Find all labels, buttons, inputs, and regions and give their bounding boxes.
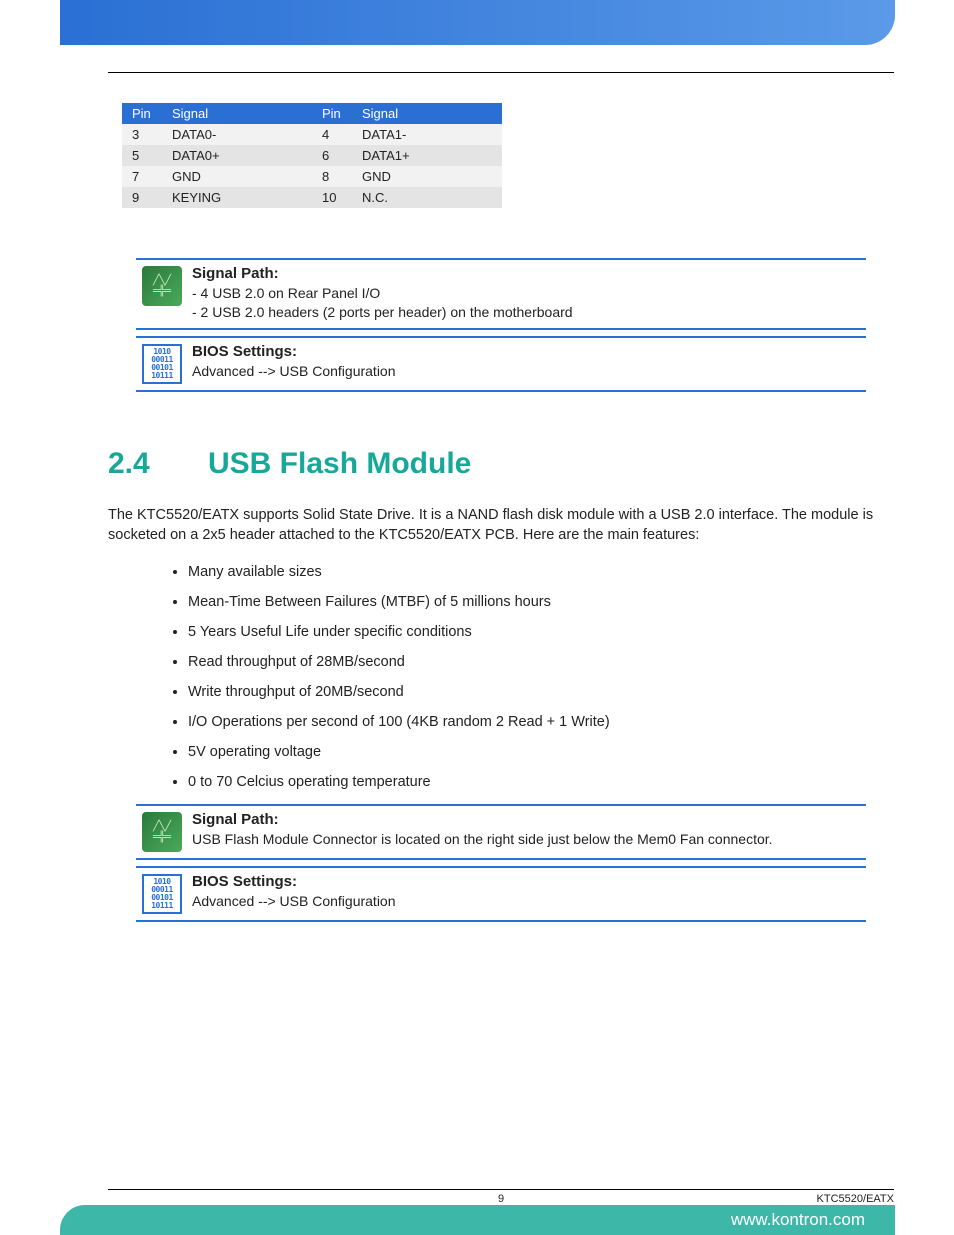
table-row: 5 DATA0+ 6 DATA1+ [122,145,502,166]
cell: DATA0+ [162,145,312,166]
info-blocks-2: ╱╲╱═╬═ Signal Path: USB Flash Module Con… [136,804,866,922]
footer-url: www.kontron.com [731,1210,865,1229]
bios-title: BIOS Settings: [192,872,866,892]
cell: 7 [122,166,162,187]
footer-doc-id: KTC5520/EATX [817,1193,894,1205]
signal-path-block: ╱╲╱═╬═ Signal Path: - 4 USB 2.0 on Rear … [136,258,866,330]
cell: 8 [312,166,352,187]
cell: DATA1+ [352,145,502,166]
cell: GND [352,166,502,187]
cell: DATA0- [162,124,312,145]
cell: DATA1- [352,124,502,145]
circuit-icon: ╱╲╱═╬═ [142,812,182,852]
cell: 4 [312,124,352,145]
cell: 9 [122,187,162,208]
list-item: Read throughput of 28MB/second [188,654,894,670]
list-item: Many available sizes [188,564,894,580]
feature-list: Many available sizes Mean-Time Between F… [108,564,894,790]
bios-line: Advanced --> USB Configuration [192,362,866,381]
th-pin-a: Pin [122,103,162,124]
bios-text: BIOS Settings: Advanced --> USB Configur… [192,342,866,381]
bios-icon: 1010000110010110111 [142,344,182,384]
section-intro: The KTC5520/EATX supports Solid State Dr… [108,505,894,546]
section-number: 2.4 [108,447,208,481]
list-item: 5V operating voltage [188,744,894,760]
list-item: Write throughput of 20MB/second [188,684,894,700]
cell: N.C. [352,187,502,208]
signal-path-title: Signal Path: [192,810,866,830]
top-banner [60,0,895,45]
th-signal-a: Signal [162,103,312,124]
signal-path-title: Signal Path: [192,264,866,284]
bottom-banner: www.kontron.com [60,1205,895,1235]
cell: 5 [122,145,162,166]
cell: KEYING [162,187,312,208]
signal-path-text: Signal Path: - 4 USB 2.0 on Rear Panel I… [192,264,866,322]
signal-path-line: - 2 USB 2.0 headers (2 ports per header)… [192,303,866,322]
page-content: Pin Signal Pin Signal 3 DATA0- 4 DATA1- … [108,72,894,922]
table-row: 9 KEYING 10 N.C. [122,187,502,208]
bios-title: BIOS Settings: [192,342,866,362]
footer-line: 9 KTC5520/EATX [108,1189,894,1205]
bios-icon: 1010000110010110111 [142,874,182,914]
bios-settings-block: 1010000110010110111 BIOS Settings: Advan… [136,336,866,392]
cell: GND [162,166,312,187]
th-pin-b: Pin [312,103,352,124]
signal-path-text: Signal Path: USB Flash Module Connector … [192,810,866,849]
th-signal-b: Signal [352,103,502,124]
table-row: 3 DATA0- 4 DATA1- [122,124,502,145]
list-item: I/O Operations per second of 100 (4KB ra… [188,714,894,730]
bios-settings-block: 1010000110010110111 BIOS Settings: Advan… [136,866,866,922]
list-item: 5 Years Useful Life under specific condi… [188,624,894,640]
bios-line: Advanced --> USB Configuration [192,892,866,911]
section-heading: 2.4USB Flash Module [108,447,894,481]
section-title: USB Flash Module [208,447,471,480]
signal-path-line: USB Flash Module Connector is located on… [192,830,866,849]
signal-path-block: ╱╲╱═╬═ Signal Path: USB Flash Module Con… [136,804,866,860]
bios-text: BIOS Settings: Advanced --> USB Configur… [192,872,866,911]
table-row: 7 GND 8 GND [122,166,502,187]
signal-path-line: - 4 USB 2.0 on Rear Panel I/O [192,284,866,303]
cell: 6 [312,145,352,166]
circuit-icon: ╱╲╱═╬═ [142,266,182,306]
cell: 3 [122,124,162,145]
pin-signal-table: Pin Signal Pin Signal 3 DATA0- 4 DATA1- … [122,103,502,208]
info-blocks-1: ╱╲╱═╬═ Signal Path: - 4 USB 2.0 on Rear … [136,258,866,392]
list-item: 0 to 70 Celcius operating temperature [188,774,894,790]
list-item: Mean-Time Between Failures (MTBF) of 5 m… [188,594,894,610]
table-header-row: Pin Signal Pin Signal [122,103,502,124]
page-number: 9 [498,1193,504,1205]
cell: 10 [312,187,352,208]
